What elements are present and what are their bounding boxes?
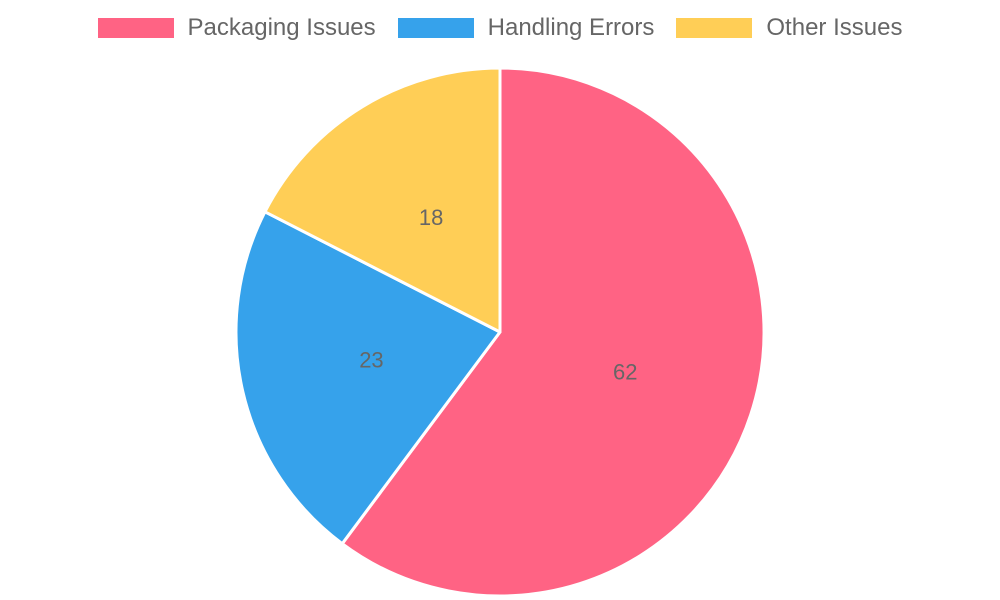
legend-label-other-issues: Other Issues: [766, 14, 903, 41]
legend-item-packaging-issues[interactable]: Packaging Issues: [97, 14, 376, 42]
slice-value-label-handling-errors: 23: [359, 348, 383, 373]
legend-label-packaging-issues: Packaging Issues: [187, 14, 376, 41]
chart-legend: Packaging Issues Handling Errors Other I…: [0, 14, 1000, 42]
slice-value-label-other-issues: 18: [419, 205, 443, 230]
pie-slice-handling-errors[interactable]: [234, 210, 502, 546]
pie-slice-other-issues[interactable]: [263, 66, 502, 334]
legend-swatch-other-issues: [676, 18, 753, 38]
pie-slice-packaging-issues[interactable]: [340, 66, 766, 598]
legend-label-handling-errors: Handling Errors: [487, 14, 655, 41]
slice-value-label-packaging-issues: 62: [613, 359, 637, 384]
legend-item-other-issues[interactable]: Other Issues: [676, 14, 902, 42]
legend-swatch-packaging-issues: [97, 18, 174, 38]
legend-item-handling-errors[interactable]: Handling Errors: [397, 14, 655, 42]
legend-swatch-handling-errors: [397, 18, 474, 38]
